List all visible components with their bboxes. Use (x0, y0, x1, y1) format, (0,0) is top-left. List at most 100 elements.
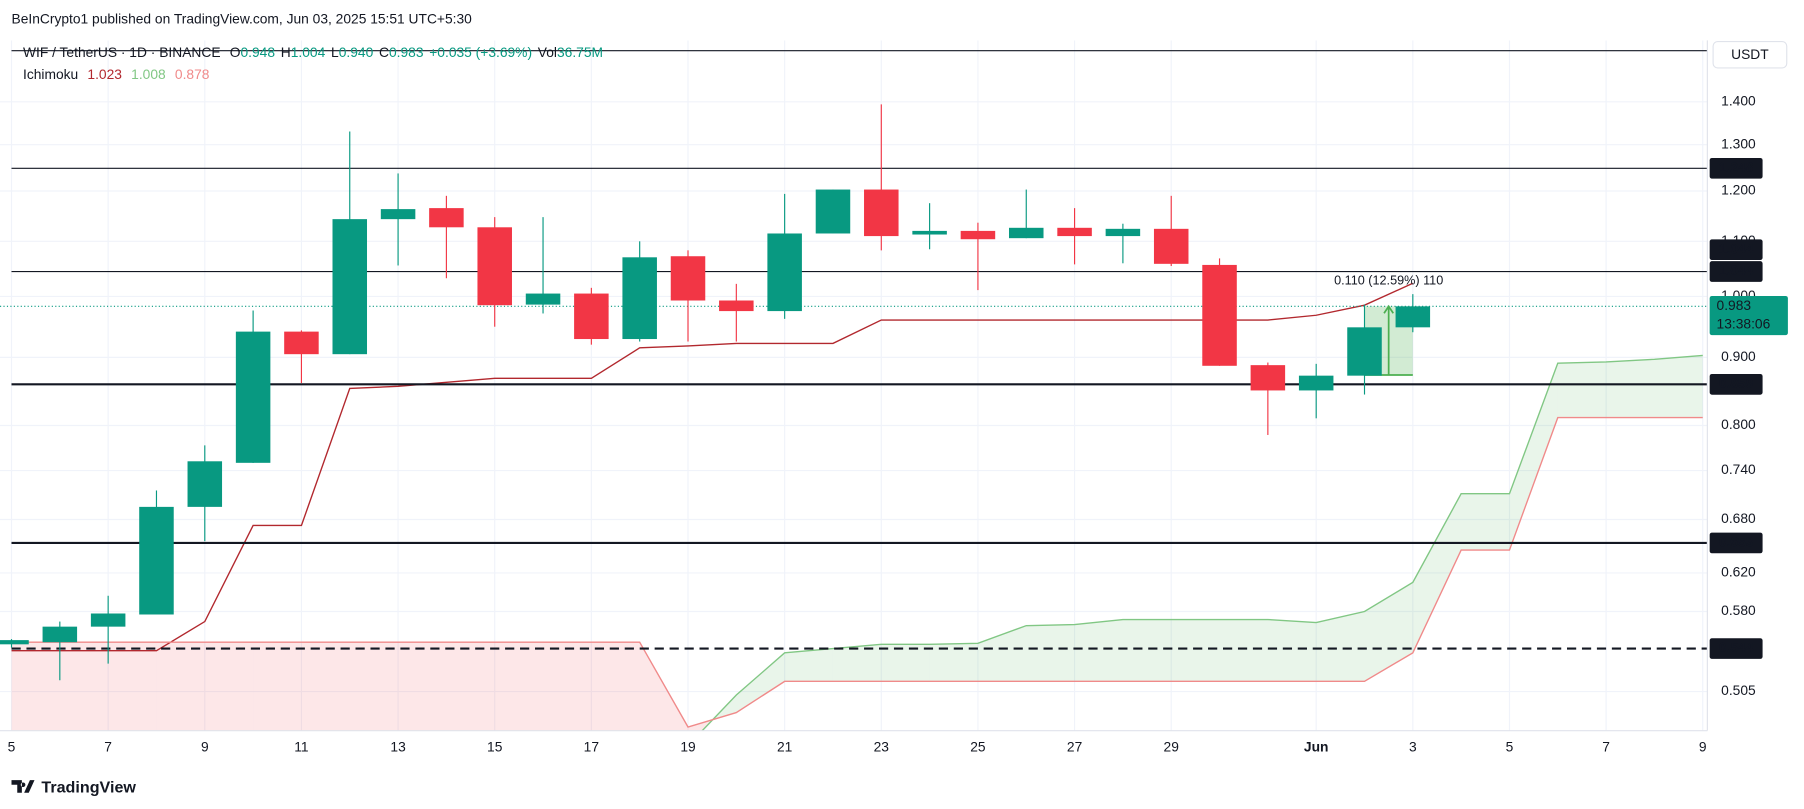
candle-body (960, 230, 996, 240)
ichimoku-line (11, 416, 1703, 728)
cloud-fill (1316, 611, 1365, 682)
candle-body (1057, 227, 1092, 237)
candle-body (912, 230, 947, 235)
y-tick-label: 0.580 (1721, 603, 1756, 618)
indicator-name: Ichimoku (23, 67, 78, 82)
cloud-fill (1412, 493, 1462, 653)
x-tick-label: 17 (584, 740, 599, 755)
candle-body (1347, 327, 1382, 376)
x-tick-label: 5 (1506, 740, 1514, 755)
x-tick-label: 5 (8, 740, 16, 755)
cloud-fill (446, 642, 495, 731)
level-tag (1709, 638, 1763, 659)
volume-label: Vol (538, 45, 557, 60)
level-tag (1709, 239, 1763, 261)
cloud-fill (929, 643, 978, 682)
x-tick-label: Jun (1304, 740, 1329, 755)
cloud-fill (881, 644, 930, 682)
measure-arrow (1383, 304, 1394, 375)
candle-body (1298, 375, 1334, 391)
candle-body (574, 293, 609, 340)
candle-body (767, 233, 802, 312)
brand: TradingView (41, 778, 136, 796)
indicator-value: 1.008 (131, 67, 166, 82)
ichimoku-line (701, 354, 1703, 731)
ohlc-value: 0.940 (339, 45, 374, 60)
cloud-fill (784, 648, 833, 682)
measure-label: 0.110 (12.59%) 110 (1334, 273, 1443, 287)
candle-body (477, 227, 512, 306)
cloud-fill (349, 642, 399, 731)
ohlc-label: H (281, 45, 291, 60)
cloud-fill (253, 642, 302, 731)
countdown: 13:38:06 (1717, 316, 1771, 331)
y-tick-label: 0.680 (1721, 511, 1756, 526)
cloud-fill (1654, 355, 1703, 418)
candle-body (719, 300, 754, 312)
last-price-tag (1709, 296, 1788, 336)
cloud-fill (108, 642, 157, 731)
level-tag-label: 0.544 (1719, 640, 1754, 655)
x-tick-label: 15 (487, 740, 503, 755)
x-tick-label: 19 (680, 740, 696, 755)
cloud-fill (1557, 361, 1607, 418)
x-tick-label: 9 (1699, 740, 1707, 755)
y-tick-label: 0.800 (1721, 417, 1756, 432)
y-tick-label: 1.300 (1721, 136, 1756, 151)
candle-body (815, 189, 851, 234)
cloud-fill (398, 642, 447, 731)
cloud-fill (1461, 493, 1510, 551)
candle-body (525, 293, 561, 305)
candle-body (0, 640, 29, 645)
x-tick-label: 9 (201, 740, 209, 755)
y-tick-label: 0.505 (1721, 683, 1756, 698)
x-tick-label: 7 (1602, 740, 1610, 755)
last-price-label: 0.983 (1717, 298, 1752, 313)
x-tick-label: 23 (874, 740, 890, 755)
cloud-fill (59, 642, 109, 731)
published-note: BeInCrypto1 published on TradingView.com… (12, 11, 473, 26)
candle-body (864, 189, 899, 237)
cloud-fill (494, 642, 544, 731)
currency[interactable]: USDT (1731, 47, 1769, 62)
indicator-value: 1.023 (87, 67, 122, 82)
candle-body (1202, 264, 1237, 366)
candle-body (90, 613, 126, 627)
y-tick-label: 0.740 (1721, 462, 1756, 477)
cloud-fill (156, 642, 205, 731)
cloud-fill (1122, 619, 1172, 682)
candle-body (284, 331, 319, 355)
change: +0.035 (+3.69%) (429, 45, 532, 60)
x-tick-label: 3 (1409, 740, 1417, 755)
level-tag (1709, 261, 1763, 282)
cloud-fill (688, 719, 713, 731)
cloud-fill (1364, 582, 1413, 682)
cloud-fill (1509, 363, 1558, 551)
cloud-fill (832, 644, 882, 682)
currency-box[interactable] (1712, 40, 1788, 69)
ohlc-value: 1.004 (291, 45, 326, 60)
level-tag (1709, 373, 1763, 395)
y-tick-label: 0.900 (1721, 349, 1756, 364)
candle-body (1153, 228, 1189, 264)
candle-body (42, 626, 78, 643)
x-tick-label: 25 (970, 740, 986, 755)
level-tag-label: 0.653 (1719, 535, 1754, 550)
cloud-fill (301, 642, 350, 731)
x-tick-label: 13 (390, 740, 406, 755)
y-tick-label: 1.200 (1721, 183, 1756, 198)
candle-body (429, 208, 464, 228)
symbol-header: WIF / TetherUS · 1D · BINANCE O0.948 H1.00… (23, 45, 603, 60)
x-tick-label: 11 (294, 740, 308, 755)
plot-area: 0.110 (12.59%) 110 (0, 40, 1708, 731)
ohlc-value: 0.983 (389, 45, 424, 60)
x-tick-label: 7 (104, 740, 112, 755)
candle-body (1395, 306, 1431, 328)
level-tag (1709, 532, 1763, 554)
cloud-fill (1026, 624, 1075, 682)
indicator-value: 0.878 (175, 67, 210, 82)
ohlc-value: 0.948 (240, 45, 275, 60)
volume-value: 36.75M (557, 45, 603, 60)
